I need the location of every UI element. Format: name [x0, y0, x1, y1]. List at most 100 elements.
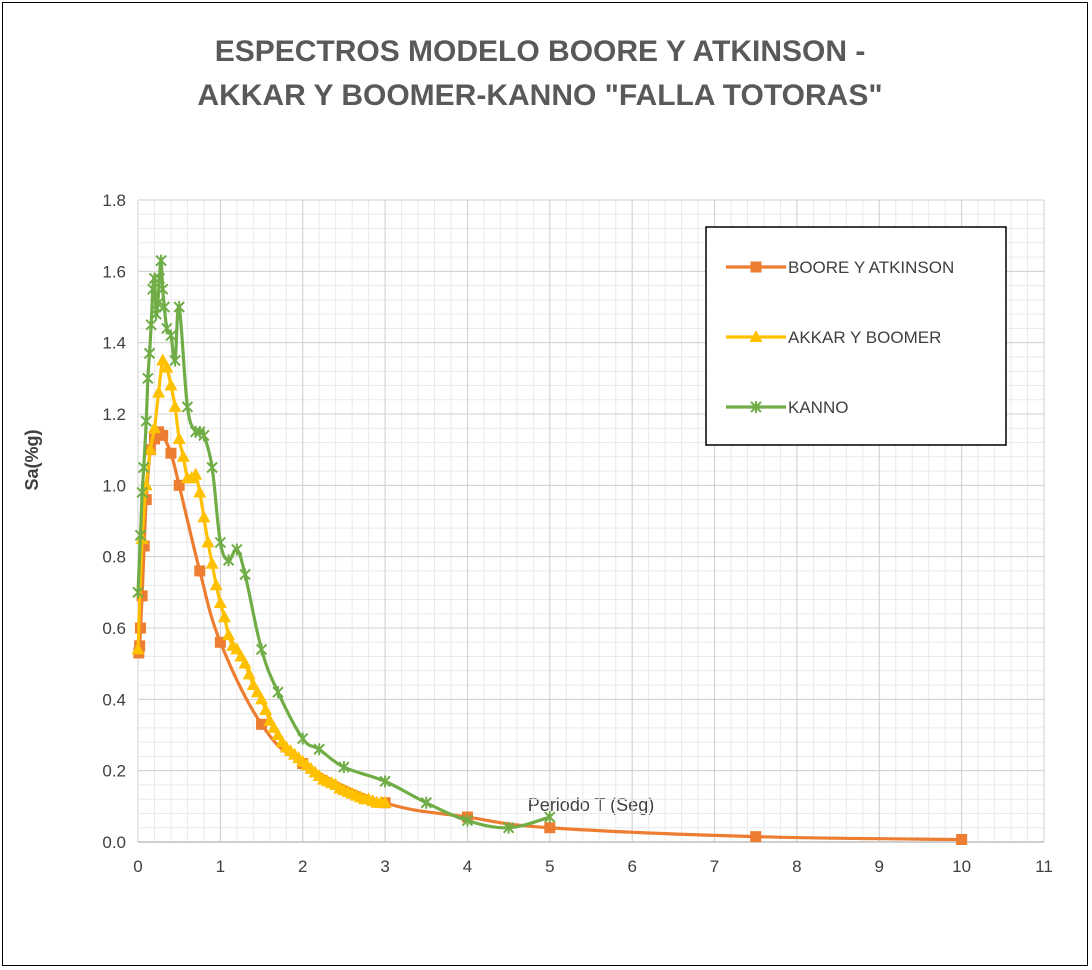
data-point — [152, 385, 166, 398]
data-point — [132, 586, 144, 599]
x-tick-label: 4 — [463, 857, 472, 876]
data-point — [157, 429, 169, 441]
data-point — [173, 301, 185, 313]
x-tick-label: 1 — [216, 857, 225, 876]
data-point — [255, 692, 269, 705]
data-point — [147, 283, 159, 296]
legend-swatch-marker — [749, 330, 763, 342]
data-point — [544, 822, 556, 834]
y-tick-label: 0.4 — [102, 690, 126, 709]
data-point — [205, 556, 219, 569]
series-line-1 — [136, 357, 386, 805]
data-point — [461, 814, 474, 827]
data-point — [222, 554, 235, 567]
data-point — [201, 535, 215, 548]
data-point — [222, 628, 236, 641]
data-point — [231, 543, 243, 556]
y-tick-label: 1.8 — [102, 191, 126, 210]
data-point — [143, 442, 157, 455]
data-point — [750, 831, 762, 843]
legend-swatch-marker — [750, 401, 762, 413]
data-point — [181, 400, 194, 413]
legend-label: AKKAR Y BOOMER — [788, 328, 941, 347]
data-point — [259, 703, 273, 716]
legend-swatch-marker — [750, 261, 762, 273]
x-axis-label: Periodo T (Seg) — [527, 795, 655, 815]
data-point — [256, 718, 268, 730]
x-tick-label: 6 — [627, 857, 636, 876]
data-point — [379, 775, 391, 788]
series-line-2 — [136, 258, 551, 830]
data-point — [145, 318, 157, 331]
data-point — [138, 461, 150, 474]
data-point — [197, 510, 211, 523]
data-point — [138, 540, 150, 552]
data-point — [172, 431, 186, 444]
y-tick-label: 1.4 — [102, 334, 126, 353]
x-tick-label: 2 — [298, 857, 307, 876]
data-point — [313, 743, 325, 756]
data-point — [173, 479, 185, 491]
data-point — [142, 372, 154, 385]
data-point — [134, 622, 146, 634]
data-point — [239, 568, 251, 581]
data-point — [143, 347, 156, 360]
data-point — [255, 643, 268, 656]
data-point — [194, 565, 206, 577]
y-tick-label: 0.8 — [102, 548, 126, 567]
x-tick-label: 3 — [380, 857, 389, 876]
data-point — [198, 429, 210, 442]
x-tick-label: 11 — [1035, 857, 1053, 876]
data-point — [213, 596, 227, 609]
data-point — [214, 636, 226, 648]
data-point — [214, 536, 227, 549]
data-point — [338, 761, 350, 774]
x-tick-label: 8 — [792, 857, 801, 876]
data-point — [165, 447, 177, 459]
data-point — [242, 667, 256, 680]
data-point — [209, 578, 223, 591]
data-point — [169, 354, 181, 367]
data-point — [176, 449, 190, 462]
y-tick-label: 0.2 — [102, 762, 126, 781]
data-point — [164, 378, 178, 391]
data-point — [160, 360, 174, 373]
data-point — [193, 485, 207, 498]
data-point — [420, 796, 432, 809]
data-point — [502, 821, 515, 834]
data-point — [378, 795, 392, 808]
data-point — [155, 254, 167, 267]
data-point — [152, 297, 164, 310]
data-point — [168, 399, 182, 412]
y-tick-label: 0.0 — [102, 833, 126, 852]
data-point — [238, 656, 252, 669]
x-tick-label: 5 — [545, 857, 554, 876]
data-point — [956, 834, 968, 846]
x-tick-label: 9 — [875, 857, 884, 876]
chart-title: ESPECTROS MODELO BOORE Y ATKINSON - AKKA… — [197, 35, 883, 112]
x-tick-label: 7 — [710, 857, 719, 876]
x-tick-label: 0 — [133, 857, 142, 876]
data-point — [217, 610, 231, 623]
data-point — [297, 732, 309, 745]
data-point — [189, 467, 203, 480]
x-tick-label: 10 — [952, 857, 971, 876]
legend-label: BOORE Y ATKINSON — [788, 258, 954, 277]
data-point — [147, 421, 161, 434]
data-point — [544, 811, 556, 824]
legend-label: KANNO — [788, 398, 848, 417]
data-point — [165, 329, 177, 342]
data-point — [153, 272, 166, 285]
data-point — [131, 642, 145, 655]
data-point — [140, 415, 152, 428]
data-point — [157, 283, 169, 296]
data-point — [158, 301, 171, 313]
data-point — [272, 686, 284, 699]
y-tick-label: 0.6 — [102, 619, 126, 638]
data-point — [206, 461, 218, 474]
data-point — [148, 433, 160, 445]
y-tick-label: 1.0 — [102, 476, 126, 495]
y-tick-label: 1.6 — [102, 262, 126, 281]
data-point — [134, 529, 147, 542]
